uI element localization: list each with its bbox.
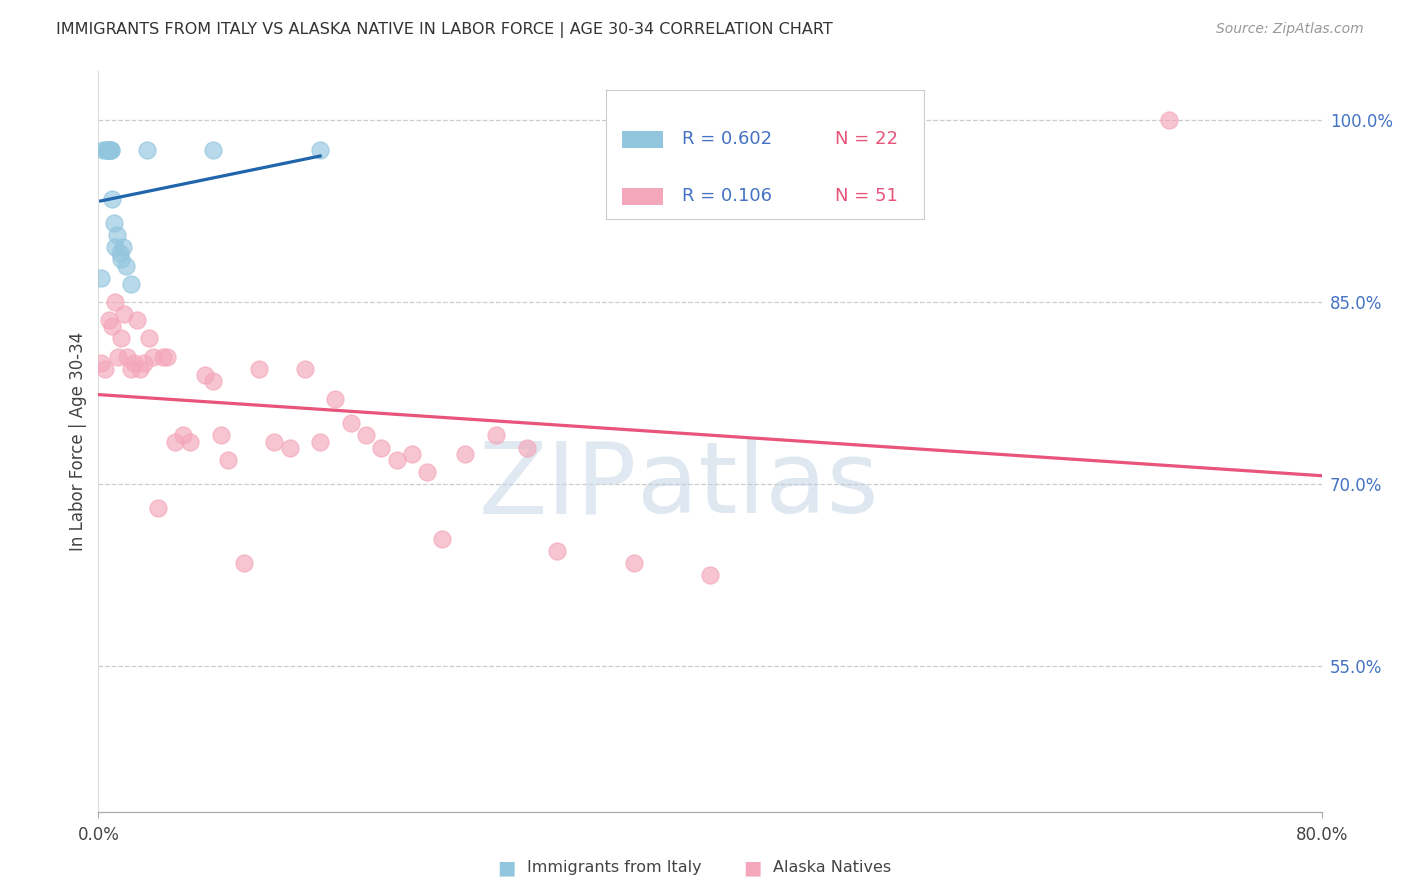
Point	[623, 556, 645, 570]
Point	[263, 434, 285, 449]
Point	[117, 350, 139, 364]
Point	[294, 361, 316, 376]
Point	[309, 434, 332, 449]
Point	[432, 532, 454, 546]
Point	[97, 143, 120, 157]
Text: ■: ■	[742, 858, 762, 878]
Point	[1157, 112, 1180, 127]
Point	[94, 143, 117, 157]
Point	[120, 361, 142, 376]
Point	[100, 143, 122, 157]
Point	[152, 350, 174, 364]
Point	[209, 428, 232, 442]
Point	[110, 252, 132, 267]
Point	[146, 501, 169, 516]
Point	[163, 434, 186, 449]
Point	[546, 543, 568, 558]
Point	[101, 319, 124, 334]
Point	[125, 313, 148, 327]
Point	[101, 192, 124, 206]
Point	[385, 452, 408, 467]
Point	[104, 295, 127, 310]
Point	[416, 465, 439, 479]
Point	[217, 452, 239, 467]
Point	[202, 143, 225, 157]
Point	[401, 447, 423, 461]
Point	[202, 374, 225, 388]
Point	[309, 143, 332, 157]
Text: Alaska Natives: Alaska Natives	[773, 861, 891, 875]
Point	[128, 361, 150, 376]
Point	[103, 216, 125, 230]
Point	[98, 143, 121, 157]
Point	[105, 228, 128, 243]
Point	[138, 331, 160, 345]
Text: ZIP: ZIP	[478, 437, 637, 534]
Point	[104, 240, 127, 254]
Point	[354, 428, 377, 442]
Point	[136, 143, 159, 157]
Point	[107, 350, 129, 364]
Point	[172, 428, 194, 442]
Point	[194, 368, 217, 382]
Point	[179, 434, 201, 449]
Point	[100, 143, 122, 157]
Point	[142, 350, 165, 364]
Point	[134, 356, 156, 370]
Point	[516, 441, 538, 455]
Point	[120, 277, 142, 291]
Point	[111, 240, 134, 254]
Point	[278, 441, 301, 455]
Text: atlas: atlas	[637, 437, 879, 534]
Point	[110, 331, 132, 345]
Text: Immigrants from Italy: Immigrants from Italy	[527, 861, 702, 875]
Point	[339, 417, 361, 431]
Point	[115, 259, 138, 273]
Point	[93, 361, 115, 376]
Point	[108, 246, 131, 260]
Text: Source: ZipAtlas.com: Source: ZipAtlas.com	[1216, 22, 1364, 37]
Text: IMMIGRANTS FROM ITALY VS ALASKA NATIVE IN LABOR FORCE | AGE 30-34 CORRELATION CH: IMMIGRANTS FROM ITALY VS ALASKA NATIVE I…	[56, 22, 832, 38]
Point	[485, 428, 508, 442]
Text: ■: ■	[496, 858, 516, 878]
Point	[699, 568, 721, 582]
Point	[98, 313, 121, 327]
Point	[156, 350, 179, 364]
Y-axis label: In Labor Force | Age 30-34: In Labor Force | Age 30-34	[69, 332, 87, 551]
Point	[247, 361, 270, 376]
Point	[90, 270, 112, 285]
Point	[90, 356, 112, 370]
Point	[98, 143, 121, 157]
Point	[91, 143, 114, 157]
Point	[97, 143, 120, 157]
Point	[232, 556, 254, 570]
Point	[370, 441, 392, 455]
Point	[112, 307, 135, 321]
Point	[325, 392, 347, 406]
Point	[454, 447, 477, 461]
Point	[122, 356, 145, 370]
Point	[96, 143, 118, 157]
